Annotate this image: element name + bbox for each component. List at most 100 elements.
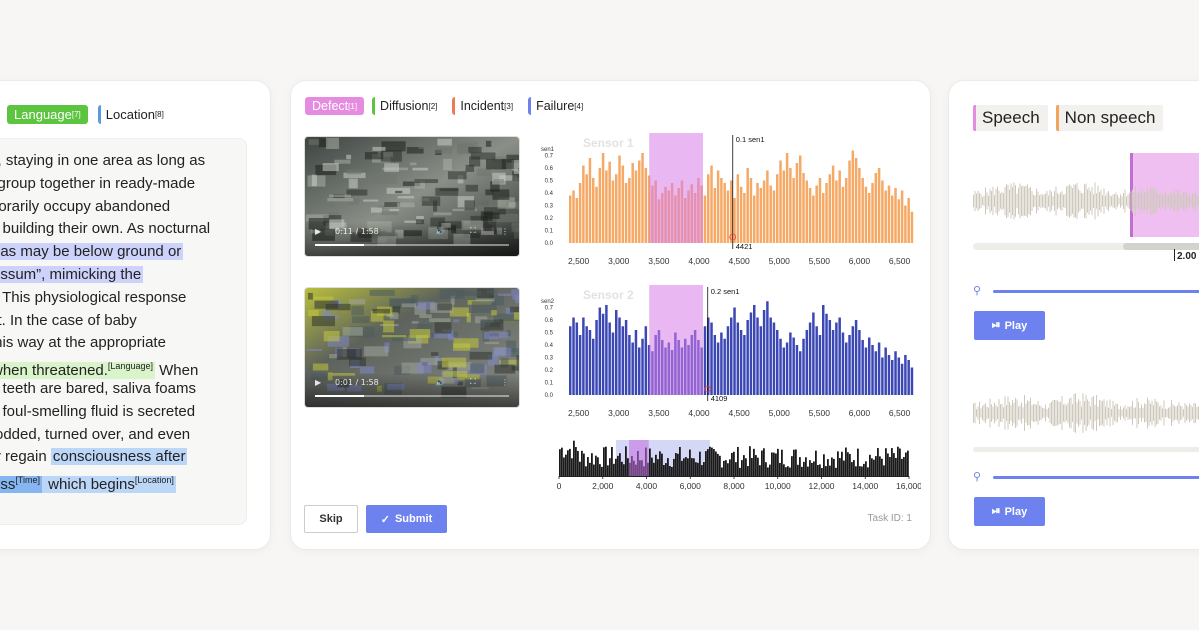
- task-id: Task ID: 1: [867, 513, 912, 524]
- bar: [671, 466, 673, 476]
- waveform-2[interactable]: [973, 377, 1199, 457]
- annotated-text[interactable]: c, staying in one area as long as l group…: [0, 138, 247, 525]
- overview-chart[interactable]: 0 2,000 4,000 6,000 8,000 10,000 12,000 14,000 1…: [531, 436, 921, 496]
- volume-icon[interactable]: 🔊: [435, 378, 445, 387]
- label-diffusion[interactable]: Diffusion [2]: [372, 97, 444, 115]
- bar: [730, 317, 733, 395]
- bar: [565, 454, 567, 476]
- bar: [709, 446, 711, 476]
- bar: [611, 446, 613, 476]
- bar: [877, 168, 881, 243]
- text-line[interactable]: c, staying in one area as long as: [0, 150, 205, 172]
- bar: [801, 466, 803, 476]
- text-line[interactable]: a foul-smelling fluid is secreted: [0, 401, 195, 423]
- overview-defect-region[interactable]: [629, 440, 649, 476]
- sensor-1-chart[interactable]: Sensor 1 sen1 0.0 0.1 0.2 0.3 0.4 0.5 0.6 0.7 0.1 …: [531, 133, 921, 273]
- highlight-span[interactable]: when threatened.[Language]: [0, 361, 155, 380]
- bar: [891, 448, 893, 476]
- scrollbar-thumb[interactable]: [1123, 243, 1199, 250]
- video-player-2[interactable]: ▶ 0:01 / 1:58 🔊 ⛶ ⋮: [304, 287, 520, 408]
- skip-button[interactable]: Skip: [304, 505, 358, 533]
- fullscreen-icon[interactable]: ⛶: [470, 377, 476, 386]
- text-line[interactable]: porarily occupy abandoned: [0, 196, 170, 218]
- bar: [910, 211, 914, 243]
- label-location[interactable]: Location [8]: [97, 105, 171, 124]
- text-line[interactable]: e teeth are bared, saliva foams: [0, 378, 196, 400]
- bar: [585, 174, 588, 243]
- bar: [789, 168, 792, 243]
- zoom-slider-2[interactable]: ⚲: [973, 471, 1199, 485]
- bar: [805, 180, 809, 243]
- more-icon[interactable]: ⋮: [501, 227, 509, 236]
- bar: [716, 170, 720, 243]
- highlight-span[interactable]: eas may be below ground or: [0, 243, 184, 261]
- check-icon: ✓: [380, 513, 390, 526]
- play-icon[interactable]: ▶: [315, 378, 322, 387]
- submit-button[interactable]: ✓ Submit: [366, 505, 447, 533]
- bar: [615, 174, 618, 243]
- bar: [881, 180, 884, 243]
- play-button-2[interactable]: ⏯ Play: [974, 497, 1045, 526]
- bar: [805, 457, 807, 476]
- bar: [767, 467, 769, 476]
- more-icon[interactable]: ⋮: [501, 378, 509, 387]
- text-line[interactable]: ess[Time] which begins[Location]: [0, 469, 176, 496]
- highlight-span[interactable]: consciousness after: [50, 448, 188, 466]
- defect-region[interactable]: [649, 133, 703, 243]
- text-line[interactable]: l group together in ready-made: [0, 173, 195, 195]
- highlight-span[interactable]: ess[Time]: [0, 475, 43, 494]
- video-progress[interactable]: [315, 395, 509, 397]
- label-non-speech[interactable]: Non speech: [1055, 105, 1164, 131]
- label-speech[interactable]: Speech: [973, 105, 1048, 131]
- waveform-scrollbar-2[interactable]: [973, 447, 1199, 452]
- fullscreen-icon[interactable]: ⛶: [470, 226, 476, 235]
- video-player-1[interactable]: ▶ 0:11 / 1:58 🔊 ⛶ ⋮: [304, 136, 520, 257]
- text-line[interactable]: ct. In the case of baby: [0, 310, 137, 332]
- text-line[interactable]: when threatened.[Language] When: [0, 355, 198, 382]
- bar: [607, 465, 609, 476]
- bar: [638, 347, 641, 395]
- bar: [751, 457, 753, 476]
- bar: [891, 360, 894, 395]
- text-line[interactable]: ossum”, mimicking the: [0, 264, 144, 286]
- label-failure[interactable]: Failure [4]: [528, 97, 590, 115]
- highlight-span[interactable]: which begins[Location]: [42, 475, 176, 494]
- y-tick-label: 0.3: [545, 356, 554, 362]
- volume-icon[interactable]: 🔊: [435, 227, 445, 236]
- text-line[interactable]: rodded, turned over, and even: [0, 424, 190, 446]
- bar: [851, 326, 855, 395]
- bar: [703, 462, 705, 476]
- bar: [723, 338, 726, 395]
- y-tick-label: 0.4: [545, 343, 554, 349]
- bar: [835, 180, 838, 243]
- bar: [644, 326, 648, 395]
- text-line[interactable]: o building their own. As nocturnal: [0, 218, 210, 240]
- bar: [875, 456, 877, 476]
- sensor-2-chart[interactable]: Sensor 2 sen2 0.0 0.1 0.2 0.3 0.4 0.5 0.6 0.7 0.2 …: [531, 285, 921, 425]
- highlight-span[interactable]: ossum”, mimicking the: [0, 266, 144, 283]
- text-span: c, staying in one area as long as: [0, 152, 206, 169]
- bar: [739, 330, 743, 395]
- label-defect[interactable]: Defect [1]: [305, 97, 365, 115]
- defect-region[interactable]: [649, 285, 703, 395]
- bar: [597, 457, 599, 476]
- play-icon[interactable]: ▶: [315, 227, 322, 236]
- bar: [703, 195, 707, 243]
- waveform-scrollbar[interactable]: [973, 243, 1199, 250]
- bar: [843, 460, 845, 476]
- video-progress[interactable]: [315, 244, 509, 246]
- waveform-1[interactable]: [973, 153, 1199, 268]
- bar: [713, 188, 717, 243]
- bar: [575, 447, 577, 476]
- y-tick-label: 0.1: [545, 381, 554, 387]
- text-line[interactable]: eas may be below ground or: [0, 241, 184, 263]
- zoom-slider-1[interactable]: ⚲: [973, 285, 1199, 299]
- text-line[interactable]: this way at the appropriate: [0, 332, 166, 354]
- label-incident[interactable]: Incident [3]: [452, 97, 520, 115]
- text-line[interactable]: ly regain consciousness after: [0, 446, 188, 468]
- bar: [651, 457, 653, 476]
- play-button-1[interactable]: ⏯ Play: [974, 311, 1045, 340]
- label-language[interactable]: Language [7]: [7, 105, 88, 124]
- text-line[interactable]: ] This physiological response: [0, 287, 186, 309]
- bar: [710, 322, 713, 395]
